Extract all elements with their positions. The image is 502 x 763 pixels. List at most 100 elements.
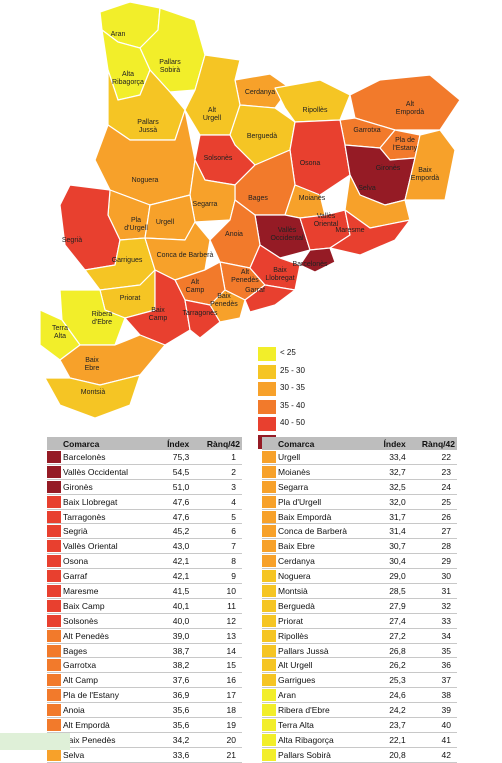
row-swatch (262, 672, 276, 689)
comarca-name: Alta Ribagorça (276, 732, 373, 748)
index-value: 32,0 (372, 494, 408, 510)
table-header-row: Comarca Índex Rànq/42 (262, 437, 457, 450)
legend-swatch (258, 347, 276, 361)
swatch-box (262, 614, 276, 627)
rank-value: 33 (407, 613, 457, 629)
comarca-name: Vallès Occidental (61, 464, 156, 480)
index-value: 25,3 (372, 672, 408, 689)
comarca-name: Segrià (61, 523, 156, 540)
map-label: Garrigues (112, 257, 143, 264)
comarca-name: Berguedà (276, 598, 373, 614)
comarca-name: Alt Urgell (276, 657, 373, 674)
index-header: Índex (372, 437, 408, 450)
index-value: 34,2 (155, 732, 192, 748)
map-label: Priorat (120, 295, 141, 302)
legend-item: 30 - 35 (258, 382, 338, 400)
table-row: Berguedà 27,9 32 (262, 598, 457, 614)
rank-value: 32 (407, 598, 457, 614)
index-value: 31,7 (372, 509, 408, 525)
table-row: Baix Penedès 34,2 20 (47, 732, 242, 748)
map-label: Pallars Jussà (137, 119, 159, 134)
row-swatch (47, 628, 61, 644)
rank-value: 17 (191, 687, 242, 704)
row-swatch (262, 509, 276, 525)
rank-value: 18 (191, 702, 242, 719)
swatch-box (262, 555, 276, 568)
swatch-box (262, 450, 276, 463)
row-swatch (47, 538, 61, 555)
row-swatch (47, 672, 61, 689)
table-row: Baix Camp 40,1 11 (47, 598, 242, 614)
region-montsi- (44, 374, 141, 419)
swatch-box (262, 525, 276, 538)
index-value: 26,8 (372, 643, 408, 659)
comarca-header: Comarca (61, 437, 156, 450)
table-row: Priorat 27,4 33 (262, 613, 457, 629)
index-value: 24,2 (372, 702, 408, 719)
table-row: Segrià 45,2 6 (47, 523, 242, 540)
index-value: 32,5 (372, 479, 408, 495)
row-swatch (47, 450, 61, 465)
comarca-name: Pla d'Urgell (276, 494, 373, 510)
comarca-name: Baix Llobregat (61, 494, 156, 510)
index-value: 40,1 (155, 598, 192, 614)
index-value: 47,6 (155, 509, 192, 525)
table-row: Osona 42,1 8 (47, 553, 242, 570)
legend-item: 35 - 40 (258, 399, 338, 418)
map-label: Alt Urgell (203, 107, 222, 122)
rank-header: Rànq/42 (191, 437, 242, 450)
rank-value: 28 (407, 538, 457, 555)
row-swatch (262, 702, 276, 719)
swatch-box (262, 704, 276, 717)
map-label: Noguera (132, 177, 159, 184)
row-swatch (262, 553, 276, 570)
row-swatch (262, 494, 276, 510)
map-label: Urgell (156, 219, 175, 226)
map-label: Ribera d'Ebre (92, 311, 113, 326)
comarca-name: Gironès (61, 479, 156, 495)
table-row: Alta Ribagorça 22,1 41 (262, 732, 457, 748)
rank-value: 41 (407, 732, 457, 748)
row-swatch (262, 538, 276, 555)
row-swatch (47, 509, 61, 525)
index-value: 75,3 (155, 450, 192, 465)
comarca-name: Solsonès (61, 613, 156, 629)
table-row: Alt Empordà 35,6 19 (47, 717, 242, 733)
row-swatch (47, 687, 61, 704)
map-label: Segarra (193, 201, 218, 208)
index-value: 27,9 (372, 598, 408, 614)
table-row: Anoia 35,6 18 (47, 702, 242, 719)
row-swatch (47, 583, 61, 599)
comarca-name: Baix Penedès (61, 732, 156, 748)
swatch-box (262, 465, 276, 478)
map-label: Garrotxa (353, 127, 380, 134)
legend-item: < 25 (258, 347, 338, 365)
rank-value: 40 (407, 717, 457, 733)
comarca-name: Garrigues (276, 672, 373, 689)
table-row: Baix Ebre 30,7 28 (262, 538, 457, 555)
comarca-name: Barcelonès (61, 450, 156, 465)
rank-value: 10 (191, 583, 242, 599)
comarca-name: Pla de l'Estany (61, 687, 156, 704)
comarca-name: Maresme (61, 583, 156, 599)
row-swatch (262, 598, 276, 614)
table-row: Pla d'Urgell 32,0 25 (262, 494, 457, 510)
comarca-name: Moianès (276, 464, 373, 480)
swatch-header (262, 437, 276, 450)
swatch-box (47, 495, 61, 508)
rank-value: 7 (191, 538, 242, 555)
map-label: Baix Ebre (85, 357, 100, 372)
map-label: Pallars Sobirà (159, 59, 181, 74)
map-label: Baix Penedès (210, 293, 238, 308)
map-label: Bages (248, 195, 268, 202)
index-header: Índex (155, 437, 192, 450)
swatch-box (47, 718, 61, 731)
map-label: Vallès Occidental (270, 227, 304, 242)
swatch-box (262, 748, 276, 761)
rank-value: 39 (407, 702, 457, 719)
legend-swatch (258, 399, 276, 414)
comarca-name: Anoia (61, 702, 156, 719)
map-label: Gironès (376, 165, 401, 172)
legend-swatch (258, 382, 276, 396)
swatch-box (262, 599, 276, 612)
